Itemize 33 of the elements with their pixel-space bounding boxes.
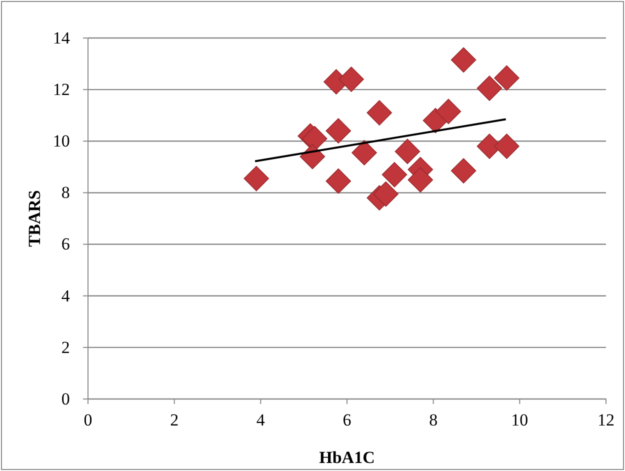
y-tick-label: 10 bbox=[52, 132, 70, 151]
point bbox=[326, 168, 352, 194]
point bbox=[366, 100, 392, 126]
point bbox=[373, 181, 398, 207]
y-tick-label: 6 bbox=[61, 234, 70, 254]
y-tick-label: 8 bbox=[61, 183, 70, 202]
y-axis-title: TBARS bbox=[25, 190, 44, 247]
y-tick-label: 2 bbox=[61, 338, 70, 357]
point bbox=[244, 166, 269, 192]
point bbox=[494, 65, 520, 91]
x-axis-title: HbA1C bbox=[319, 448, 375, 467]
point bbox=[436, 98, 462, 124]
y-tick-label: 12 bbox=[52, 80, 70, 100]
x-tick-label: 6 bbox=[342, 410, 352, 430]
point bbox=[450, 47, 476, 73]
point bbox=[450, 158, 476, 184]
x-tick-label: 10 bbox=[511, 410, 528, 430]
point bbox=[382, 162, 408, 188]
x-tick-label: 4 bbox=[256, 410, 266, 430]
x-tick-label: 2 bbox=[170, 410, 179, 430]
point bbox=[394, 138, 420, 164]
point bbox=[476, 76, 502, 101]
y-tick-label: 4 bbox=[61, 286, 70, 306]
point bbox=[494, 134, 520, 159]
x-tick-label: 8 bbox=[429, 410, 438, 430]
x-tick-label: 0 bbox=[84, 410, 92, 430]
y-tick-label: 14 bbox=[52, 28, 70, 48]
point bbox=[352, 140, 377, 166]
point bbox=[408, 167, 434, 192]
x-tick-label: 12 bbox=[598, 410, 614, 430]
point bbox=[338, 66, 364, 92]
y-tick-label: 0 bbox=[61, 389, 70, 408]
point bbox=[326, 118, 352, 144]
